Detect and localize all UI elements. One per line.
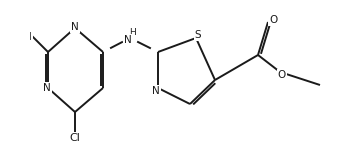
Text: N: N [152,86,160,96]
Text: O: O [278,70,286,80]
Text: N: N [24,32,32,42]
Text: Cl: Cl [70,133,80,143]
Text: O: O [269,15,277,25]
Text: N: N [43,83,51,93]
Text: N: N [71,22,79,32]
Text: S: S [195,30,201,40]
Text: H: H [129,28,135,37]
Text: N: N [124,35,132,45]
